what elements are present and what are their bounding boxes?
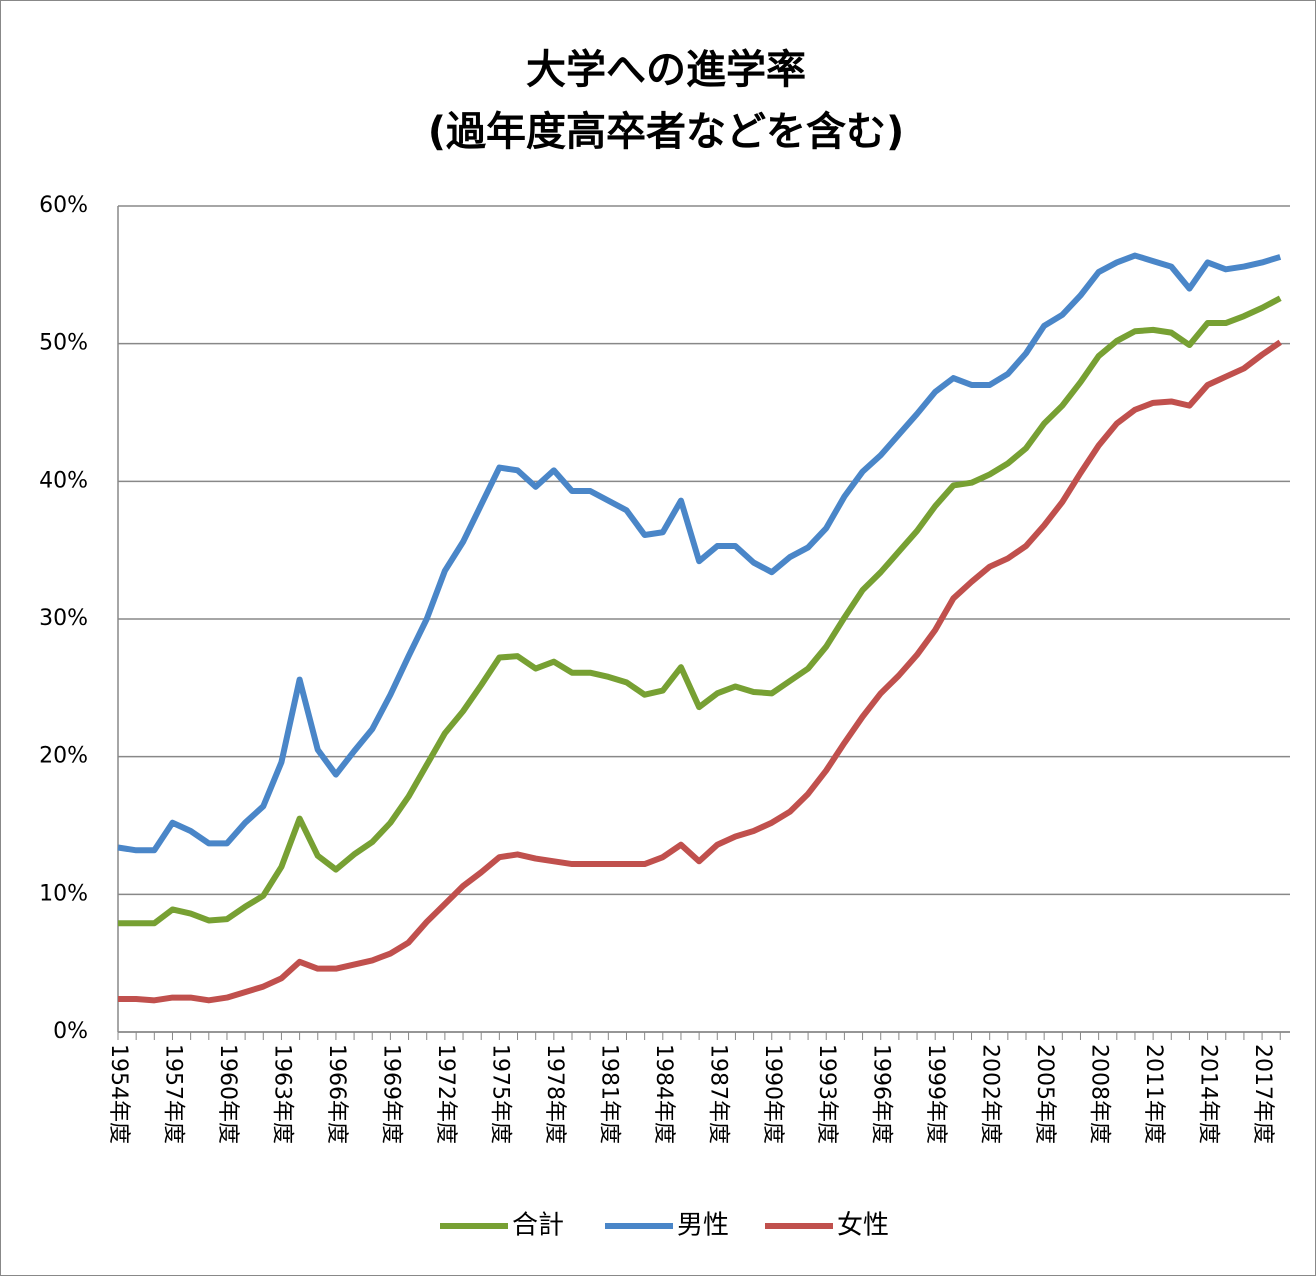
x-tick-label: 1981年度 — [596, 1044, 621, 1144]
x-tick-label: 1993年度 — [814, 1044, 839, 1144]
x-tick-label: 1987年度 — [705, 1044, 730, 1144]
x-tick-label: 1978年度 — [542, 1044, 567, 1144]
x-tick-label: 2005年度 — [1032, 1044, 1057, 1144]
y-tick-label: 10% — [39, 881, 88, 906]
x-tick-label: 2008年度 — [1087, 1044, 1112, 1144]
x-tick-label: 1975年度 — [487, 1044, 512, 1144]
chart-title: 大学への進学率 — [526, 47, 806, 93]
x-tick-label: 1984年度 — [651, 1044, 676, 1144]
legend-label: 男性 — [677, 1211, 729, 1241]
y-tick-label: 50% — [39, 331, 88, 356]
x-tick-label: 1969年度 — [378, 1044, 403, 1144]
x-tick-label: 1954年度 — [106, 1044, 131, 1144]
x-tick-label: 2014年度 — [1196, 1044, 1221, 1144]
y-tick-label: 40% — [39, 468, 88, 493]
chart: 大学への進学率 (過年度高卒者などを含む) 0% 10% 20% 30% 40% 50% 6… — [0, 0, 1316, 1276]
x-tick-label: 1999年度 — [923, 1044, 948, 1144]
x-tick-label: 1996年度 — [869, 1044, 894, 1144]
y-tick-label: 20% — [39, 744, 88, 769]
page: 大学への進学率 (過年度高卒者などを含む) 0% 10% 20% 30% 40% 50% 6… — [0, 0, 1316, 1276]
x-tick-label: 2011年度 — [1141, 1044, 1166, 1144]
x-tick-label: 1990年度 — [760, 1044, 785, 1144]
x-tick-label: 1960年度 — [215, 1044, 240, 1144]
x-tick-label: 2002年度 — [978, 1044, 1003, 1144]
x-tick-label: 1972年度 — [433, 1044, 458, 1144]
y-tick-label: 0% — [53, 1019, 88, 1044]
y-tick-label: 30% — [39, 606, 88, 631]
x-tick-label: 1963年度 — [269, 1044, 294, 1144]
x-tick-label: 2017年度 — [1250, 1044, 1275, 1144]
legend-label: 合計 — [512, 1211, 564, 1241]
x-tick-label: 1957年度 — [160, 1044, 185, 1144]
y-tick-label: 60% — [39, 193, 88, 218]
x-tick-label: 1966年度 — [324, 1044, 349, 1144]
legend-label: 女性 — [837, 1211, 889, 1241]
chart-subtitle: (過年度高卒者などを含む) — [428, 109, 905, 155]
